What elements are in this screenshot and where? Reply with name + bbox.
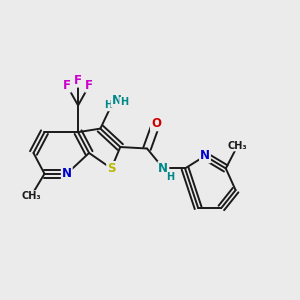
Text: N: N <box>158 162 168 175</box>
Text: O: O <box>151 117 161 130</box>
Text: S: S <box>107 162 116 175</box>
Text: F: F <box>85 79 93 92</box>
Text: N: N <box>112 94 122 106</box>
Text: N: N <box>200 149 210 162</box>
Text: H: H <box>120 98 128 107</box>
Text: N: N <box>62 167 72 180</box>
Text: H: H <box>104 100 112 110</box>
Text: F: F <box>63 79 71 92</box>
Text: H: H <box>167 172 175 182</box>
Text: CH₃: CH₃ <box>228 140 248 151</box>
Text: CH₃: CH₃ <box>21 191 41 201</box>
Text: F: F <box>74 74 82 87</box>
